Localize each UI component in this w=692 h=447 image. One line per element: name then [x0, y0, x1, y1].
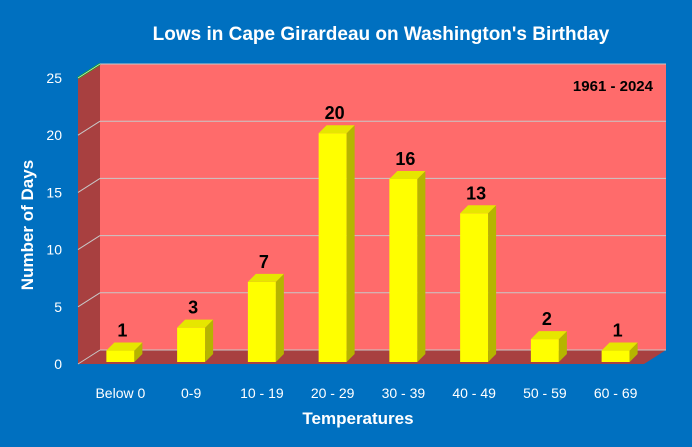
bar-top — [601, 342, 638, 351]
plot-walls — [77, 63, 666, 364]
bar-front — [106, 350, 135, 362]
x-tick-label: 20 - 29 — [311, 385, 355, 401]
plot-floor — [78, 350, 666, 364]
data-label: 3 — [188, 298, 198, 318]
x-tick-label: 30 - 39 — [382, 385, 426, 401]
bar-top — [247, 273, 284, 282]
x-tick-label: 10 - 19 — [240, 385, 284, 401]
bar-side — [558, 331, 567, 362]
bar-group — [460, 205, 497, 362]
bar-side — [488, 205, 497, 362]
bar-top — [106, 342, 143, 351]
gridline-side — [77, 177, 101, 193]
bar-side — [417, 170, 426, 362]
bars — [106, 125, 638, 362]
bar-group — [106, 342, 143, 362]
data-label: 1 — [117, 321, 127, 341]
bar-group — [247, 273, 284, 362]
x-tick-labels: Below 0 0-9 10 - 19 20 - 29 30 - 39 40 - 49 50… — [95, 385, 637, 401]
bar-group — [389, 170, 426, 362]
x-tick-label: 40 - 49 — [452, 385, 496, 401]
bar-group — [601, 342, 638, 362]
bar-side — [275, 273, 284, 362]
plot-side-wall — [78, 64, 100, 364]
gridline-side — [77, 63, 101, 79]
x-tick-label: Below 0 — [95, 385, 145, 401]
gridline-side — [77, 120, 101, 136]
bar-top — [318, 125, 355, 134]
gridline-side — [77, 292, 101, 308]
bar-side — [205, 319, 214, 362]
period-label: 1961 - 2024 — [573, 78, 654, 95]
y-axis-title: Number of Days — [18, 160, 37, 290]
y-tick-label: 10 — [46, 242, 62, 258]
bar-group — [530, 331, 567, 362]
bar-front — [247, 281, 276, 362]
bar-front — [318, 133, 347, 362]
bar-top — [177, 319, 214, 328]
plot-back-wall — [100, 64, 666, 350]
bar-front — [460, 213, 489, 362]
bar-group — [318, 125, 355, 362]
bar-top — [460, 205, 497, 214]
bar-top — [530, 331, 567, 340]
bar-side — [629, 342, 638, 362]
x-tick-label: 50 - 59 — [523, 385, 567, 401]
bar-front — [601, 350, 630, 362]
bar-front — [530, 339, 559, 362]
bar-side — [134, 342, 143, 362]
y-tick-label: 25 — [46, 70, 62, 86]
bar-side — [346, 125, 355, 362]
y-tick-label: 5 — [54, 299, 62, 315]
gridline-side — [77, 235, 101, 251]
data-label: 1 — [613, 321, 623, 341]
data-label: 20 — [325, 103, 345, 123]
gridline-side — [77, 349, 101, 365]
bar-top — [389, 170, 426, 179]
data-label: 13 — [466, 183, 486, 203]
bar-group — [177, 319, 214, 362]
y-tick-label: 20 — [46, 127, 62, 143]
data-label: 2 — [542, 309, 552, 329]
y-tick-labels: 0 5 10 15 20 25 — [46, 70, 62, 372]
y-tick-label: 0 — [54, 356, 62, 372]
x-tick-label: 0-9 — [181, 385, 201, 401]
x-axis-title: Temperatures — [302, 409, 413, 428]
data-label: 7 — [259, 252, 269, 272]
bar-front — [177, 327, 206, 362]
bar-front — [389, 178, 418, 362]
y-tick-label: 15 — [46, 184, 62, 200]
chart-title: Lows in Cape Girardeau on Washington's B… — [153, 24, 610, 45]
data-label: 16 — [395, 149, 415, 169]
x-tick-label: 60 - 69 — [594, 385, 638, 401]
